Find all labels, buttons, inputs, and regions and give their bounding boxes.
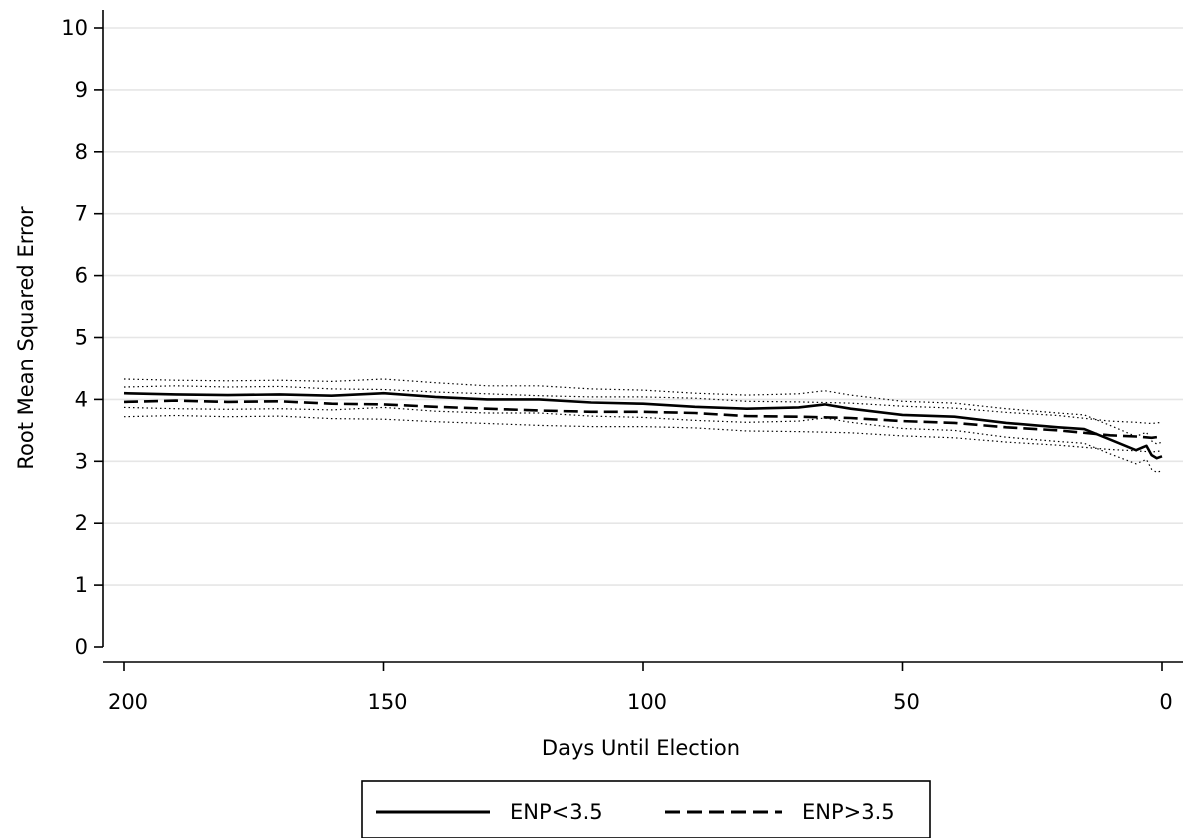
y-tick-label-8: 8 (75, 140, 88, 164)
ci-upper-enp-high (123, 385, 1163, 425)
series-line-enp-high (123, 399, 1163, 440)
series-line-enp-low (123, 391, 1163, 460)
y-axis-ticks: 0 1 2 3 4 5 6 7 8 9 10 (61, 16, 103, 659)
y-tick-label-3: 3 (75, 449, 88, 473)
x-tick-label-150: 150 (367, 690, 407, 714)
ci-lower-enp-high (123, 414, 1163, 453)
x-tick-label-100: 100 (627, 690, 667, 714)
confidence-bands (123, 378, 1163, 474)
legend-label-enp-low: ENP<3.5 (510, 800, 603, 824)
y-tick-label-1: 1 (75, 573, 88, 597)
series-lines (123, 391, 1163, 460)
x-tick-label-0: 0 (1159, 690, 1172, 714)
y-tick-label-7: 7 (75, 202, 88, 226)
ci-upper-enp-low (123, 378, 1163, 445)
x-axis-title: Days Until Election (542, 736, 740, 760)
y-tick-label-9: 9 (75, 78, 88, 102)
gridlines (103, 27, 1183, 586)
y-tick-label-6: 6 (75, 264, 88, 288)
legend-label-enp-high: ENP>3.5 (802, 800, 895, 824)
y-tick-label-4: 4 (75, 387, 88, 411)
legend: ENP<3.5 ENP>3.5 (361, 780, 931, 838)
x-tick-label-200: 200 (108, 690, 148, 714)
ci-lower-enp-low (123, 406, 1163, 474)
y-tick-label-2: 2 (75, 511, 88, 535)
x-axis-ticks: 200 150 100 50 0 (108, 662, 1173, 714)
y-tick-label-5: 5 (75, 326, 88, 350)
y-tick-label-10: 10 (61, 16, 88, 40)
x-tick-label-50: 50 (893, 690, 920, 714)
y-tick-label-0: 0 (75, 635, 88, 659)
y-axis-title: Root Mean Squared Error (14, 206, 38, 470)
legend-box (361, 780, 931, 838)
